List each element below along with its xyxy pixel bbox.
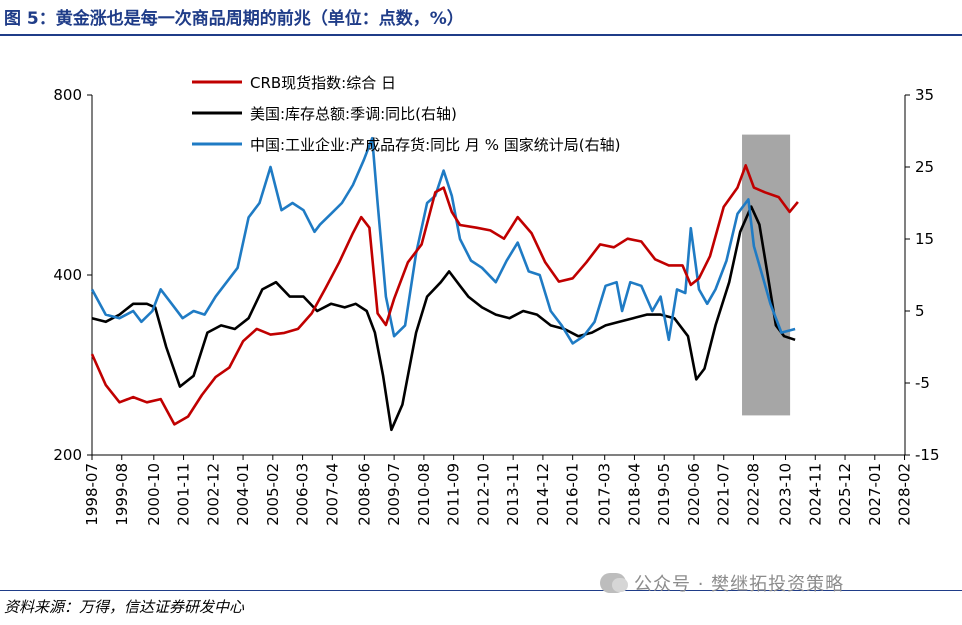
right-tick-label: -15 (915, 446, 940, 464)
x-tick-label: 2001-11 (175, 463, 193, 526)
x-tick-label: 2008-06 (355, 463, 373, 526)
x-tick-label: 2023-10 (777, 463, 795, 526)
series-line-cn-inventory (90, 136, 796, 345)
x-tick-label: 2025-12 (836, 463, 854, 526)
right-tick-label: 35 (915, 86, 934, 104)
x-tick-label: 2000-10 (145, 463, 163, 526)
x-tick-label: 2010-08 (415, 463, 433, 526)
x-tick-label: 2021-07 (715, 463, 733, 526)
legend: CRB现货指数:综合 日美国:库存总额:季调:同比(右轴) 中国:工业企业:产成品… (192, 74, 620, 154)
x-tick-label: 2022-08 (744, 463, 762, 526)
legend-label: 中国:工业企业:产成品存货:同比 月 % 国家统计局(右轴) (250, 136, 620, 154)
series-line-crb (90, 164, 799, 426)
x-tick-label: 1999-08 (113, 463, 131, 526)
shaded-period (742, 134, 791, 416)
x-tick-label: 2018-04 (625, 463, 643, 526)
left-tick-label: 200 (53, 446, 82, 464)
right-tick-label: 25 (915, 158, 934, 176)
source-note: 资料来源：万得，信达证券研发中心 (4, 598, 245, 616)
x-tick-label: 2004-01 (234, 463, 252, 526)
series-lines (90, 136, 799, 432)
left-tick-label: 400 (53, 266, 82, 284)
x-tick-label: 2019-05 (655, 463, 673, 526)
x-tick-label: 2020-06 (685, 463, 703, 526)
x-tick-label: 2028-02 (896, 463, 914, 526)
x-tick-label: 2009-07 (385, 463, 403, 526)
x-tick-label: 2017-03 (596, 463, 614, 526)
x-tick-label: 2006-03 (294, 463, 312, 526)
legend-label: CRB现货指数:综合 日 (250, 74, 396, 92)
right-tick-label: 15 (915, 230, 934, 248)
watermark-text: 公众号 · 樊继拓投资策略 (634, 574, 845, 595)
chart-svg: 200 400 800 -15 -5 5 15 25 35 1998-07 1999-08 2000-… (53, 74, 939, 526)
right-tick-label: 5 (915, 302, 925, 320)
series-line-us-inventory (91, 205, 796, 432)
title-rule (0, 34, 962, 36)
x-tick-label: 2011-09 (445, 463, 463, 526)
x-tick-label: 2024-11 (806, 463, 824, 526)
footer-rule (0, 590, 962, 591)
x-tick-label: 2016-01 (564, 463, 582, 526)
axes: 200 400 800 -15 -5 5 15 25 35 1998-07 1999-08 2000-… (53, 86, 939, 526)
watermark: 公众号 · 樊继拓投资策略 (600, 570, 844, 596)
legend-label: 美国:库存总额:季调:同比(右轴) (250, 105, 457, 123)
x-tick-label: 2014-12 (534, 463, 552, 526)
x-tick-label: 2027-01 (866, 463, 884, 526)
x-tick-label: 1998-07 (83, 463, 101, 526)
x-tick-label: 2012-10 (474, 463, 492, 526)
chart-title: 图 5：黄金涨也是每一次商品周期的前兆（单位：点数，%） (4, 9, 464, 29)
x-tick-label: 2002-12 (204, 463, 222, 526)
x-tick-label: 2013-11 (504, 463, 522, 526)
right-tick-label: -5 (915, 374, 930, 392)
left-tick-label: 800 (53, 86, 82, 104)
x-tick-label: 2005-02 (264, 463, 282, 526)
wechat-icon (600, 573, 628, 593)
x-tick-label: 2007-04 (323, 463, 341, 526)
